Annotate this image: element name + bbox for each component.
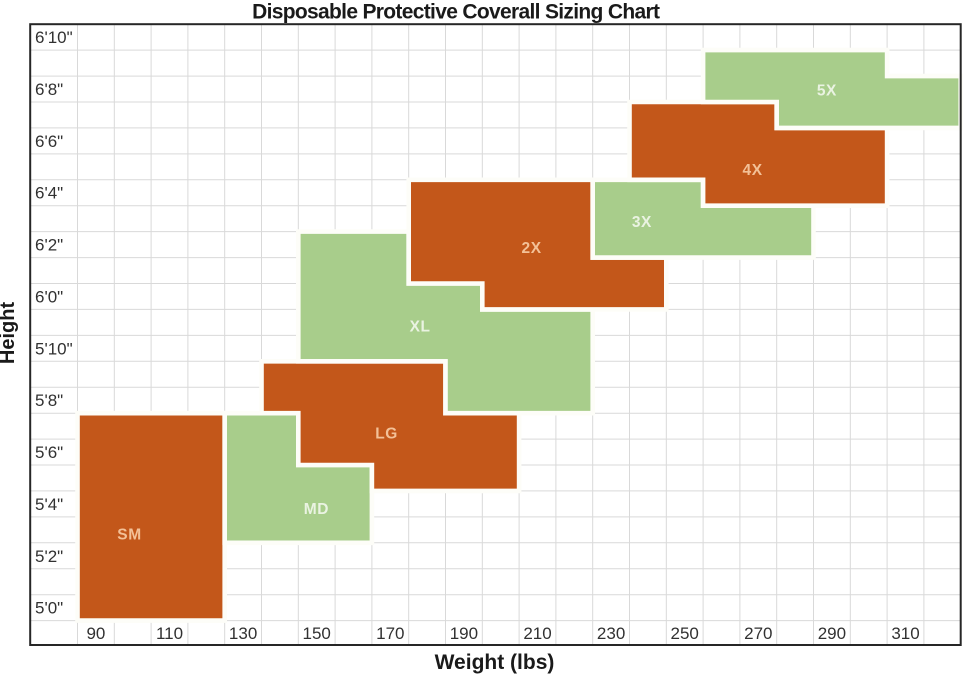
svg-text:Weight (lbs): Weight (lbs) [435, 651, 555, 674]
svg-text:MD: MD [304, 501, 329, 518]
svg-text:310: 310 [891, 624, 919, 643]
svg-text:LG: LG [375, 425, 398, 442]
svg-text:5'8": 5'8" [35, 391, 63, 410]
svg-text:2X: 2X [522, 240, 542, 257]
svg-text:Disposable Protective Coverall: Disposable Protective Coverall Sizing Ch… [252, 1, 660, 24]
svg-text:5'6": 5'6" [35, 443, 63, 462]
svg-text:130: 130 [229, 624, 257, 643]
svg-text:90: 90 [86, 624, 105, 643]
svg-text:290: 290 [818, 624, 846, 643]
svg-text:Height: Height [0, 302, 19, 365]
svg-text:5'0": 5'0" [35, 599, 63, 618]
svg-text:230: 230 [597, 624, 625, 643]
svg-text:6'0": 6'0" [35, 288, 63, 307]
svg-text:4X: 4X [743, 162, 763, 179]
svg-text:110: 110 [156, 624, 183, 643]
svg-text:6'10": 6'10" [35, 28, 73, 47]
svg-text:270: 270 [744, 624, 772, 643]
svg-text:5'2": 5'2" [35, 547, 63, 566]
svg-text:250: 250 [671, 624, 699, 643]
svg-text:150: 150 [303, 624, 331, 643]
svg-text:3X: 3X [632, 214, 652, 231]
svg-text:6'6": 6'6" [35, 132, 63, 151]
svg-text:210: 210 [523, 624, 551, 643]
svg-text:6'2": 6'2" [35, 236, 63, 255]
svg-text:170: 170 [376, 624, 404, 643]
svg-text:5'10": 5'10" [35, 339, 73, 358]
svg-text:190: 190 [450, 624, 478, 643]
svg-text:5'4": 5'4" [35, 495, 63, 514]
svg-text:5X: 5X [817, 82, 837, 99]
svg-text:XL: XL [410, 318, 431, 335]
svg-text:6'8": 6'8" [35, 80, 63, 99]
svg-text:SM: SM [117, 527, 141, 544]
svg-text:6'4": 6'4" [35, 184, 63, 203]
